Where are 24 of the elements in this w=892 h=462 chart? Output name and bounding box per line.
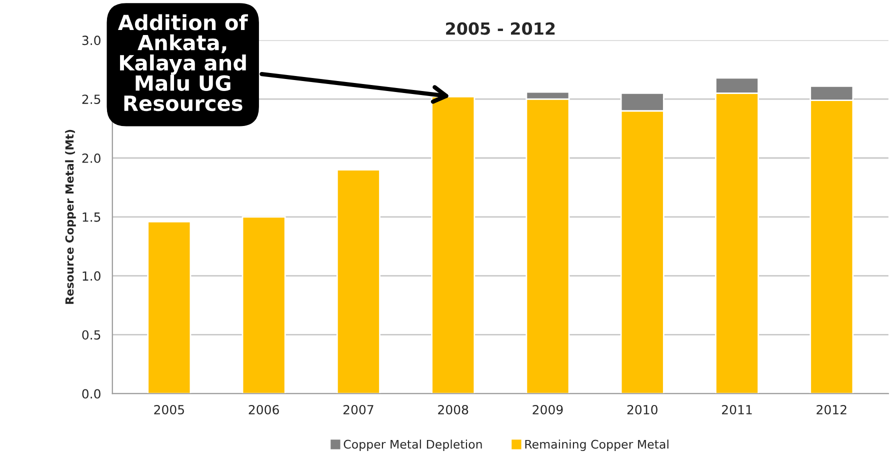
y-tick-label: 2.0 <box>82 153 100 163</box>
y-axis-title: Resource Copper Metal (Mt) <box>65 130 76 304</box>
x-tick-label: 2005 <box>154 404 184 414</box>
x-tick-label: 2006 <box>248 404 279 414</box>
x-tick-label: 2010 <box>627 404 658 414</box>
y-tick-label: 3.0 <box>82 36 100 46</box>
bar <box>431 96 476 394</box>
bar <box>336 169 380 394</box>
y-tick-label: 0.0 <box>82 389 100 399</box>
chart-title: 2005 - 2012 <box>446 22 555 35</box>
bar <box>242 216 286 394</box>
x-tick-label: 2007 <box>343 404 374 414</box>
y-tick-label: 0.5 <box>82 330 100 340</box>
x-tick-label: 2012 <box>816 404 846 414</box>
y-tick-label: 2.5 <box>82 94 100 104</box>
bar <box>147 220 192 394</box>
legend-label: Remaining Copper Metal <box>525 440 668 452</box>
x-tick-label: 2009 <box>532 404 563 414</box>
y-tick-label: 1.0 <box>82 271 100 281</box>
annotation: Addition of Ankata, Kalaya and Malu UG Resources <box>118 14 248 112</box>
y-tick-label: 1.5 <box>82 212 100 222</box>
x-tick-label: 2011 <box>722 404 752 414</box>
x-tick-label: 2008 <box>438 404 468 414</box>
legend-label: Copper Metal Depletion <box>344 440 482 452</box>
